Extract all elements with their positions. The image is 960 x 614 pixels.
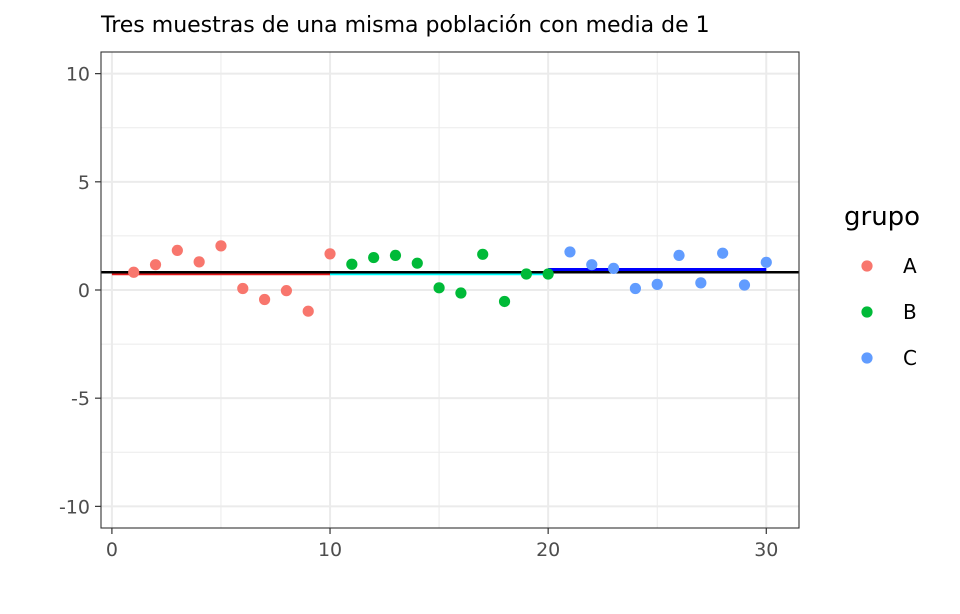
- x-tick-label: 0: [106, 539, 118, 561]
- data-point-c: [629, 282, 642, 295]
- legend-key-b: [861, 306, 873, 318]
- y-tick-label: 10: [66, 64, 90, 86]
- data-point-a: [171, 244, 183, 257]
- data-point-a: [193, 256, 205, 268]
- data-point-a: [237, 282, 249, 295]
- data-point-a: [324, 248, 336, 260]
- y-tick-label: 0: [78, 280, 90, 302]
- legend-key-c: [861, 352, 873, 364]
- data-point-b: [542, 268, 554, 280]
- data-point-b: [411, 257, 423, 269]
- data-point-c: [760, 256, 772, 268]
- data-point-a: [258, 293, 271, 306]
- legend-label-c: C: [903, 346, 917, 370]
- grid: [101, 52, 799, 528]
- data-point-c: [673, 249, 685, 261]
- y-tick-label: 5: [78, 172, 90, 194]
- y-tick-label: -5: [71, 388, 90, 410]
- data-point-b: [498, 295, 511, 308]
- legend: grupo ABC: [844, 202, 920, 370]
- data-point-a: [280, 285, 293, 297]
- points: [128, 240, 772, 317]
- legend-label-a: A: [903, 254, 917, 278]
- legend-label-b: B: [903, 300, 917, 324]
- data-point-a: [128, 266, 140, 278]
- data-point-b: [389, 249, 402, 261]
- data-point-c: [586, 259, 598, 271]
- legend-title: grupo: [844, 202, 920, 232]
- data-point-c: [717, 247, 729, 259]
- x-tick-label: 20: [536, 539, 560, 561]
- data-point-b: [520, 268, 532, 280]
- data-point-c: [607, 262, 620, 274]
- data-point-c: [564, 246, 576, 258]
- x-tick-label: 10: [318, 539, 342, 561]
- x-tick-label: 30: [754, 539, 778, 561]
- y-tick-label: -10: [59, 496, 90, 518]
- data-point-a: [149, 259, 162, 271]
- chart-title: Tres muestras de una misma población con…: [100, 13, 710, 38]
- mean-lines: [101, 267, 799, 276]
- axes: 0 10 20 30 10 5 0 -5 -10: [59, 64, 778, 561]
- data-point-c: [738, 279, 751, 291]
- data-point-a: [215, 240, 227, 252]
- data-point-b: [477, 248, 489, 260]
- data-point-b: [433, 282, 445, 294]
- data-point-c: [695, 277, 707, 289]
- data-point-a: [302, 305, 314, 317]
- data-point-b: [368, 251, 380, 264]
- data-point-c: [651, 278, 663, 290]
- data-point-b: [346, 258, 358, 270]
- data-point-b: [455, 287, 467, 299]
- legend-key-a: [861, 260, 873, 272]
